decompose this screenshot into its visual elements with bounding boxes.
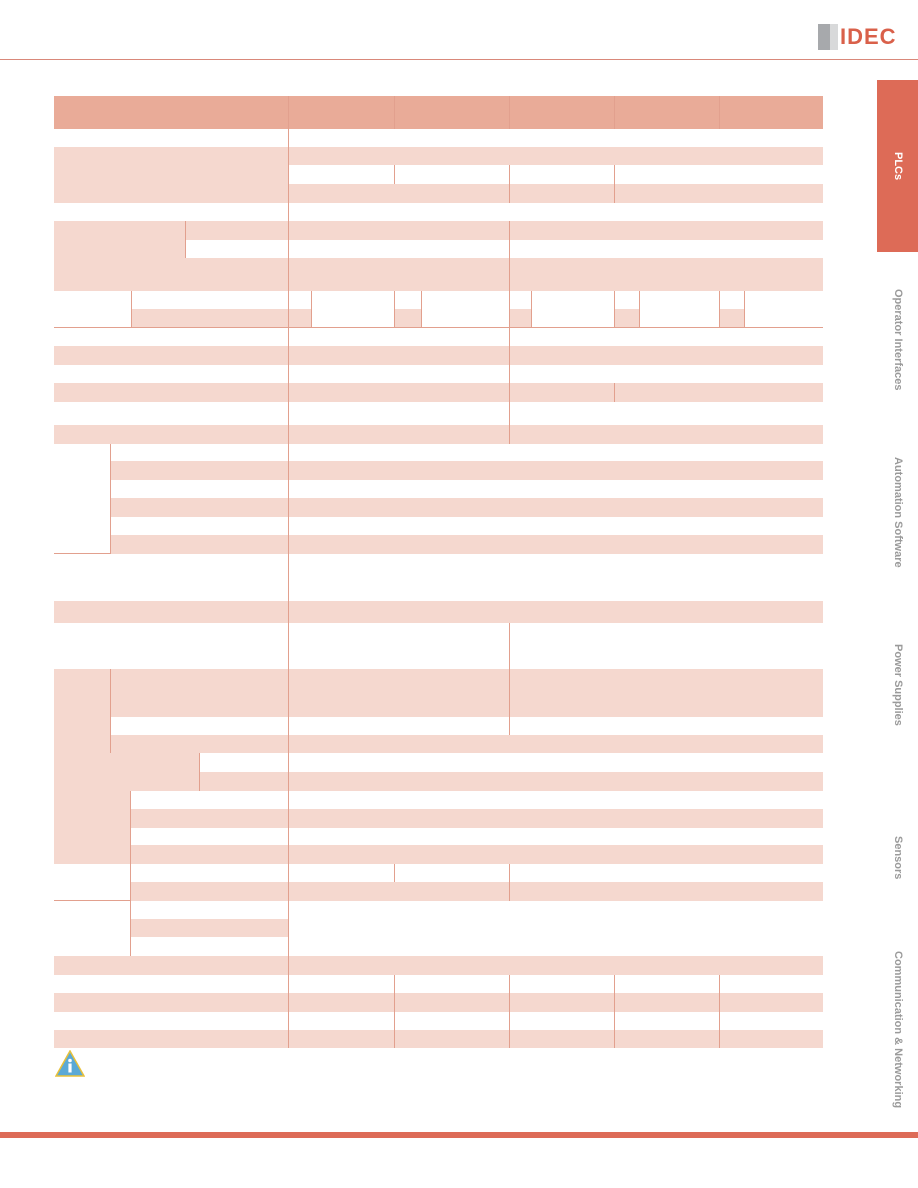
tab-sensors[interactable]: Sensors — [880, 825, 916, 890]
info-warning-icon — [55, 1050, 85, 1077]
row-divider — [54, 553, 111, 554]
column-divider — [639, 291, 640, 328]
column-divider — [421, 291, 422, 328]
table-cell — [509, 309, 532, 327]
table-row — [54, 425, 823, 444]
column-divider — [509, 221, 510, 291]
column-divider — [311, 291, 312, 328]
table-cell — [131, 919, 288, 937]
tab-plcs-label: PLCs — [892, 151, 904, 181]
column-divider — [288, 96, 289, 1048]
column-divider — [744, 291, 745, 328]
table-cell — [54, 240, 186, 258]
column-divider — [394, 291, 395, 328]
logo-mark-highlight — [830, 24, 838, 50]
column-divider — [614, 383, 615, 402]
column-divider — [531, 291, 532, 328]
column-divider — [110, 444, 111, 554]
column-divider — [509, 165, 510, 203]
column-divider — [719, 96, 720, 129]
column-divider — [185, 221, 186, 258]
column-divider — [131, 291, 132, 328]
table-row — [111, 535, 823, 554]
table-row — [111, 461, 823, 480]
tab-power-supplies[interactable]: Power Supplies — [880, 630, 916, 740]
column-divider — [719, 291, 720, 328]
tab-communication-networking-label: Communication & Networking — [892, 951, 904, 1109]
table-cell — [288, 309, 311, 327]
column-divider — [394, 165, 395, 184]
table-row — [131, 882, 823, 901]
tab-sensors-label: Sensors — [892, 835, 904, 880]
column-divider — [394, 96, 395, 129]
tab-plcs[interactable]: PLCs — [880, 80, 916, 252]
row-divider — [54, 327, 823, 328]
table-row — [54, 147, 823, 165]
column-divider — [509, 291, 510, 328]
table-row — [54, 1030, 823, 1048]
table-row — [200, 772, 823, 791]
table-header-row — [54, 96, 823, 129]
active-tab-background — [877, 80, 918, 252]
column-divider — [719, 975, 720, 1048]
table-row — [54, 383, 823, 402]
tab-operator-interfaces-label: Operator Interfaces — [892, 289, 904, 391]
column-divider — [509, 864, 510, 901]
column-divider — [614, 291, 615, 328]
table-cell — [614, 309, 639, 327]
row-divider — [54, 900, 131, 901]
tab-automation-software[interactable]: Automation Software — [880, 445, 916, 580]
tab-operator-interfaces[interactable]: Operator Interfaces — [880, 275, 916, 405]
table-row — [131, 845, 823, 864]
column-divider — [199, 753, 200, 791]
table-row — [54, 221, 823, 240]
column-divider — [614, 96, 615, 129]
table-cell — [54, 791, 131, 864]
table-row — [54, 258, 823, 291]
table-cell — [54, 753, 200, 791]
table-row — [54, 346, 823, 365]
table-cell — [394, 309, 422, 327]
column-divider — [509, 328, 510, 444]
column-divider — [614, 165, 615, 203]
table-row — [54, 184, 823, 203]
table-row — [54, 669, 823, 717]
logo-text: IDEC — [840, 24, 897, 49]
table-row — [111, 735, 823, 753]
column-divider — [110, 669, 111, 753]
column-divider — [509, 623, 510, 735]
table-row — [54, 601, 823, 623]
column-divider — [509, 96, 510, 129]
footer-bar — [0, 1132, 918, 1138]
column-divider — [394, 975, 395, 1048]
column-divider — [614, 975, 615, 1048]
table-row — [54, 956, 823, 975]
column-divider — [394, 864, 395, 882]
header-divider — [0, 59, 918, 60]
table-cell — [719, 309, 745, 327]
tab-automation-software-label: Automation Software — [892, 457, 904, 568]
table-row — [131, 809, 823, 828]
table-cell — [132, 309, 288, 327]
column-divider — [509, 975, 510, 1048]
tab-communication-networking[interactable]: Communication & Networking — [880, 935, 916, 1125]
table-cell — [54, 717, 111, 753]
tab-power-supplies-label: Power Supplies — [892, 644, 904, 726]
column-divider — [130, 791, 131, 956]
table-cell — [54, 165, 288, 203]
table-row — [54, 993, 823, 1012]
table-row — [111, 498, 823, 517]
